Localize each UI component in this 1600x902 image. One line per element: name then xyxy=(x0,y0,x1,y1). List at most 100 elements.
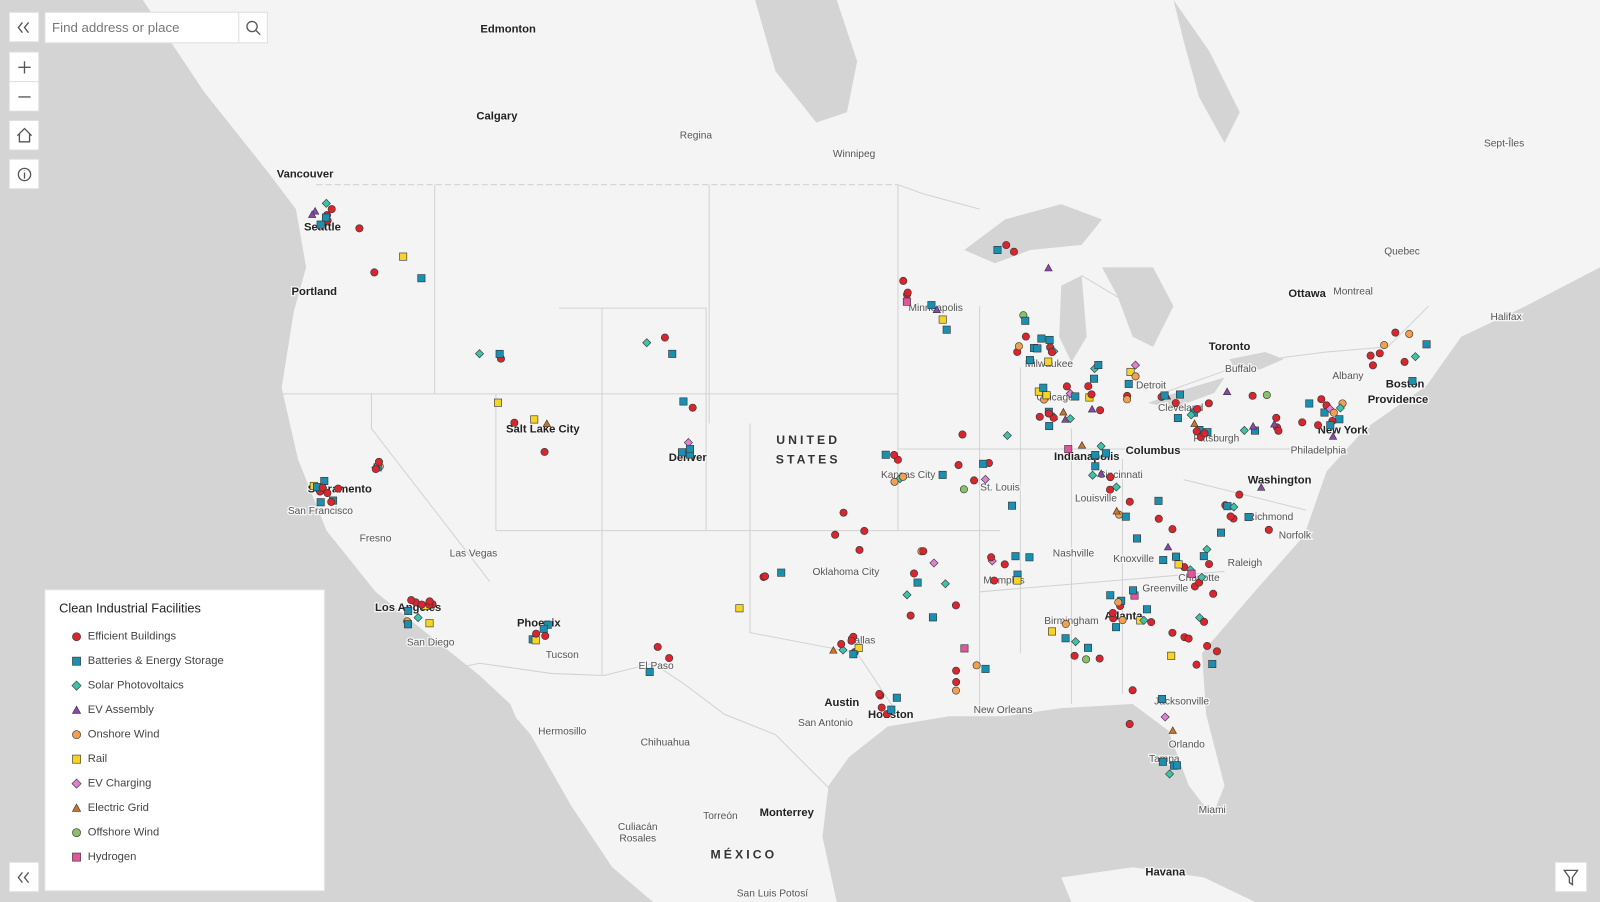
facility-marker[interactable] xyxy=(1088,470,1098,480)
facility-marker[interactable] xyxy=(1391,328,1400,337)
facility-marker[interactable] xyxy=(1368,361,1377,370)
facility-marker[interactable] xyxy=(1165,769,1175,779)
facility-marker[interactable] xyxy=(1089,374,1098,383)
facility-marker[interactable] xyxy=(1222,387,1232,395)
facility-marker[interactable] xyxy=(1314,421,1323,430)
facility-marker[interactable] xyxy=(1187,569,1196,578)
facility-marker[interactable] xyxy=(1171,399,1180,408)
facility-marker[interactable] xyxy=(1071,392,1080,401)
facility-marker[interactable] xyxy=(1094,361,1103,370)
zoom-in[interactable] xyxy=(18,61,31,74)
facility-marker[interactable] xyxy=(318,483,327,492)
facility-marker[interactable] xyxy=(1096,441,1106,451)
facility-marker[interactable] xyxy=(777,568,786,577)
facility-marker[interactable] xyxy=(686,445,695,454)
facility-marker[interactable] xyxy=(1235,490,1244,499)
facility-marker[interactable] xyxy=(321,198,331,208)
facility-marker[interactable] xyxy=(1203,641,1212,650)
facility-marker[interactable] xyxy=(987,553,996,562)
facility-marker[interactable] xyxy=(1084,382,1093,391)
facility-marker[interactable] xyxy=(316,498,325,507)
facility-marker[interactable] xyxy=(940,579,950,589)
facility-marker[interactable] xyxy=(1128,686,1137,695)
facility-marker[interactable] xyxy=(1335,403,1345,413)
facility-marker[interactable] xyxy=(541,631,550,640)
facility-marker[interactable] xyxy=(1087,390,1096,399)
facility-marker[interactable] xyxy=(1192,660,1201,669)
facility-marker[interactable] xyxy=(1062,382,1071,391)
facility-marker[interactable] xyxy=(1008,501,1017,510)
facility-marker[interactable] xyxy=(1002,241,1011,250)
facility-marker[interactable] xyxy=(1186,410,1196,420)
facility-marker[interactable] xyxy=(1200,617,1209,626)
facility-marker[interactable] xyxy=(1084,643,1092,652)
facility-marker[interactable] xyxy=(677,448,686,457)
facility-marker[interactable] xyxy=(417,274,426,283)
facility-marker[interactable] xyxy=(1175,390,1184,399)
facility-marker[interactable] xyxy=(1158,695,1167,703)
facility-marker[interactable] xyxy=(1375,349,1384,358)
facility-marker[interactable] xyxy=(1158,757,1167,766)
facility-marker[interactable] xyxy=(1139,615,1149,625)
facility-marker[interactable] xyxy=(1204,399,1213,408)
facility-marker[interactable] xyxy=(1039,383,1048,392)
facility-marker[interactable] xyxy=(399,252,408,261)
facility-marker[interactable] xyxy=(1013,576,1022,585)
facility-marker[interactable] xyxy=(1205,560,1214,569)
facility-marker[interactable] xyxy=(542,419,552,427)
facility-marker[interactable] xyxy=(860,526,869,535)
facility-marker[interactable] xyxy=(1129,586,1137,595)
facility-marker[interactable] xyxy=(1335,415,1344,424)
facility-marker[interactable] xyxy=(831,530,840,539)
facility-marker[interactable] xyxy=(1045,422,1054,431)
facility-marker[interactable] xyxy=(1061,619,1070,628)
facility-marker[interactable] xyxy=(1147,618,1156,627)
facility-marker[interactable] xyxy=(531,636,540,645)
facility-marker[interactable] xyxy=(1000,560,1009,569)
search-box[interactable] xyxy=(44,11,268,44)
facility-marker[interactable] xyxy=(839,508,848,517)
facility-marker[interactable] xyxy=(1106,591,1115,600)
facility-marker[interactable] xyxy=(474,349,485,359)
facility-marker[interactable] xyxy=(1264,525,1273,534)
facility-marker[interactable] xyxy=(1101,449,1110,458)
facility-marker[interactable] xyxy=(1172,761,1181,770)
facility-marker[interactable] xyxy=(370,268,379,277)
facility-marker[interactable] xyxy=(1114,598,1123,607)
facility-marker[interactable] xyxy=(1064,445,1073,454)
facility-marker[interactable] xyxy=(665,654,674,663)
facility-marker[interactable] xyxy=(1131,372,1140,381)
facility-marker[interactable] xyxy=(1044,263,1053,272)
facility-marker[interactable] xyxy=(1033,344,1042,353)
facility-marker[interactable] xyxy=(1077,441,1087,449)
facility-marker[interactable] xyxy=(954,461,963,469)
facility-marker[interactable] xyxy=(1125,497,1134,506)
facility-marker[interactable] xyxy=(1229,502,1239,512)
facility-marker[interactable] xyxy=(1244,513,1253,522)
facility-marker[interactable] xyxy=(1044,409,1053,418)
facility-marker[interactable] xyxy=(877,703,886,712)
facility-marker[interactable] xyxy=(979,459,988,468)
facility-marker[interactable] xyxy=(1192,427,1201,436)
facility-marker[interactable] xyxy=(407,596,416,605)
facility-marker[interactable] xyxy=(1154,496,1163,505)
facility-marker[interactable] xyxy=(1044,357,1053,366)
facility-marker[interactable] xyxy=(327,497,336,506)
facility-marker[interactable] xyxy=(425,619,434,628)
facility-marker[interactable] xyxy=(1239,425,1249,435)
facility-marker[interactable] xyxy=(1209,589,1218,598)
facility-marker[interactable] xyxy=(1108,608,1117,617)
facility-marker[interactable] xyxy=(510,418,519,427)
facility-marker[interactable] xyxy=(1159,556,1168,565)
facility-marker[interactable] xyxy=(1320,408,1329,417)
collapse-button[interactable] xyxy=(8,11,40,43)
home-button[interactable] xyxy=(8,119,40,151)
facility-marker[interactable] xyxy=(1047,627,1056,636)
facility-marker[interactable] xyxy=(1047,348,1056,357)
facility-marker[interactable] xyxy=(1257,483,1266,491)
facility-marker[interactable] xyxy=(1190,419,1199,427)
facility-marker[interactable] xyxy=(890,450,899,459)
facility-marker[interactable] xyxy=(1199,552,1208,561)
facility-marker[interactable] xyxy=(902,297,911,306)
facility-marker[interactable] xyxy=(1025,356,1034,365)
